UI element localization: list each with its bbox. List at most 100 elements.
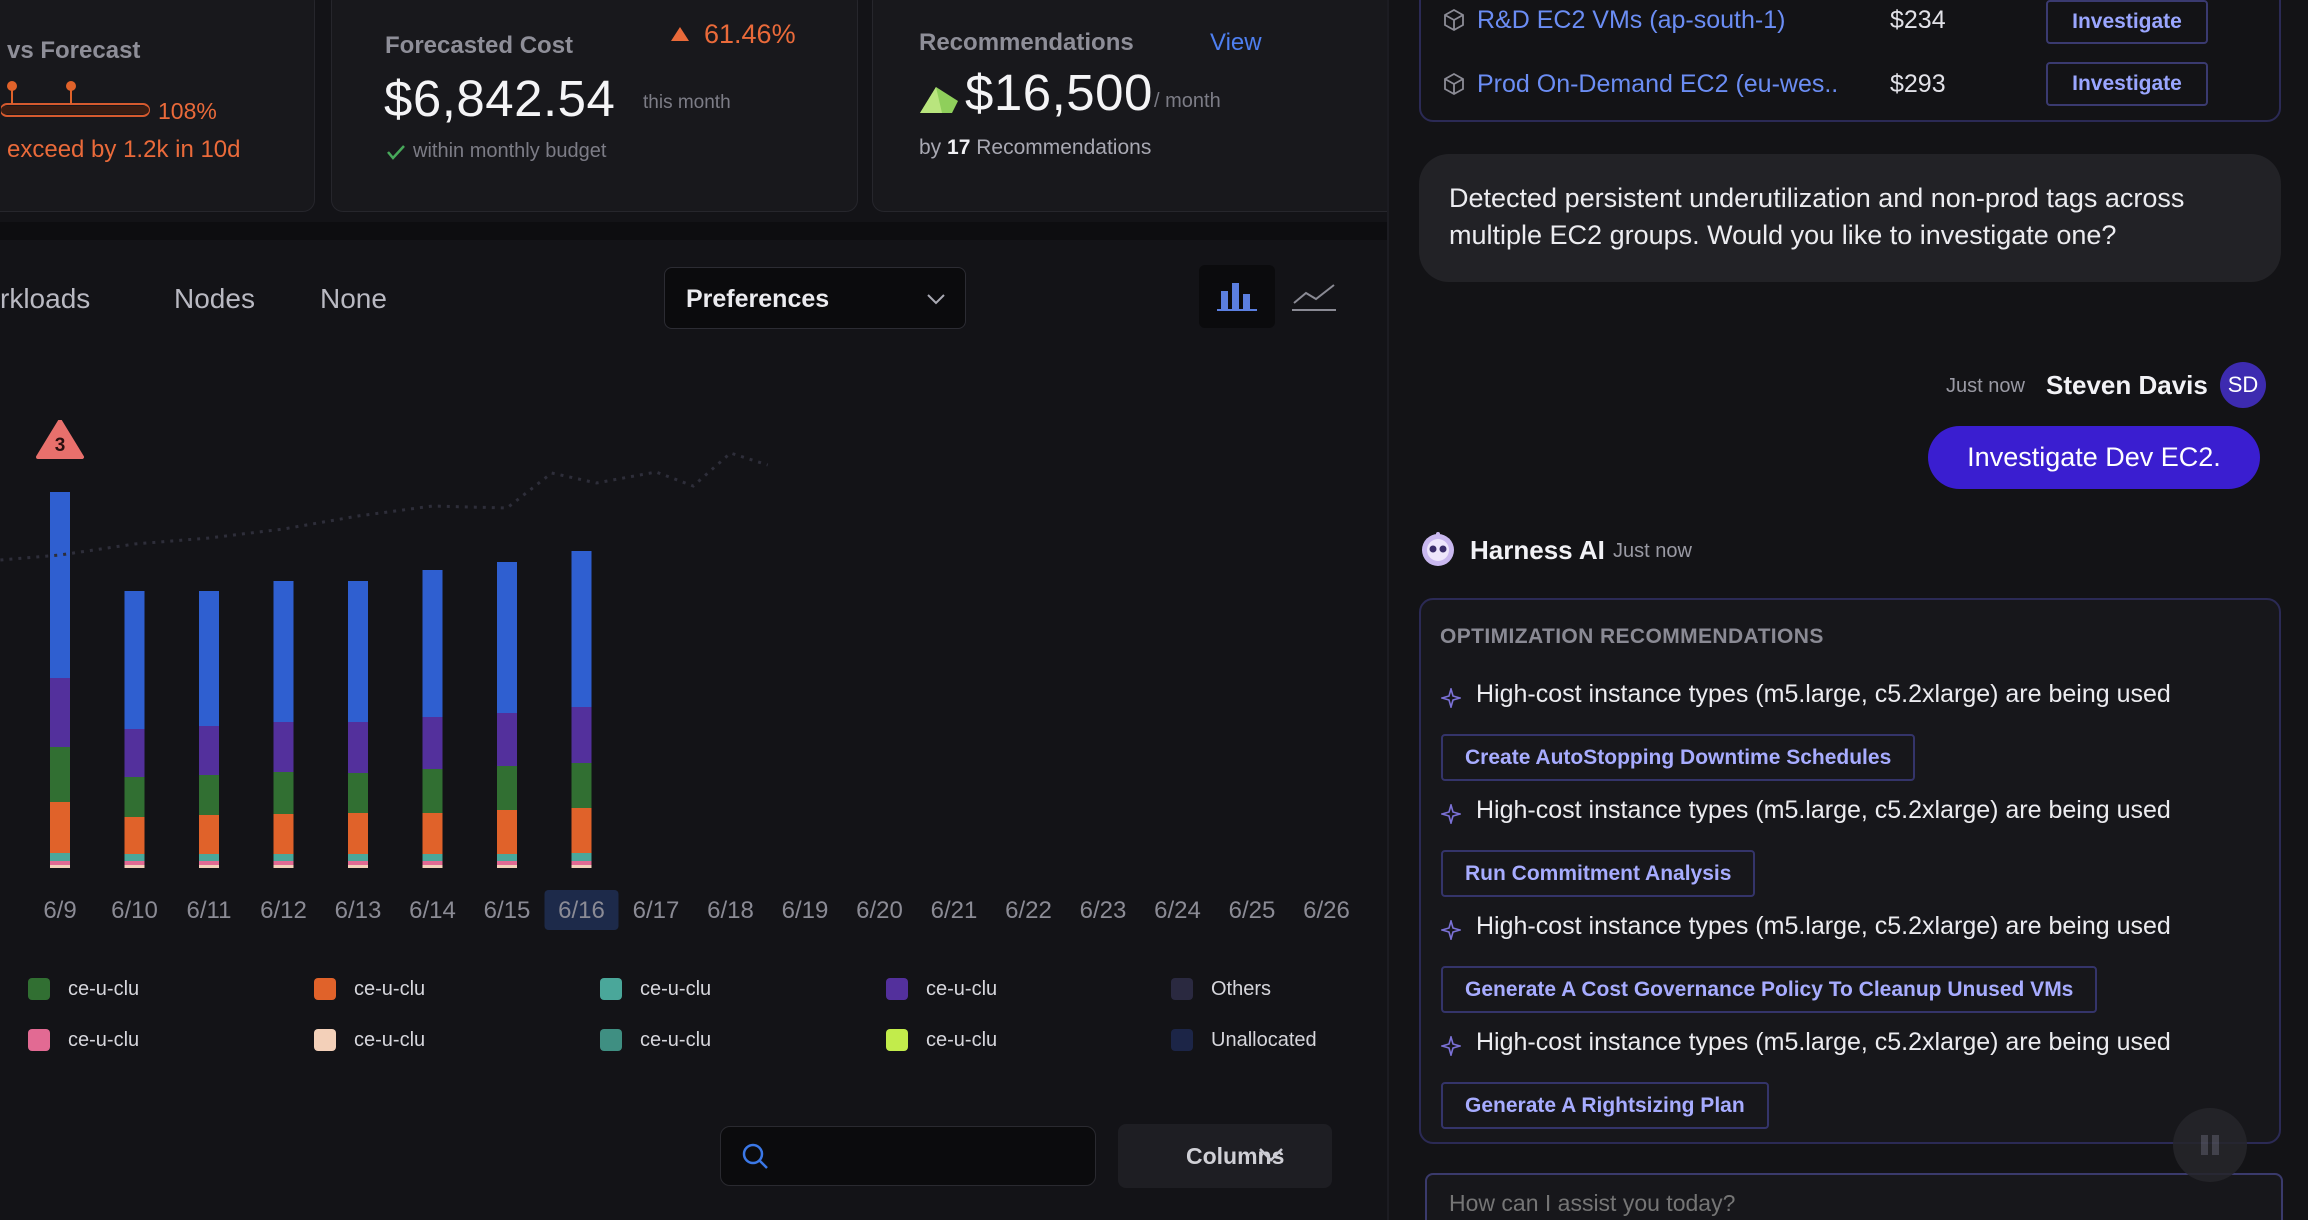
- bar-segment[interactable]: [50, 492, 70, 678]
- bar-segment[interactable]: [348, 722, 368, 773]
- bar-segment[interactable]: [422, 717, 443, 769]
- bar-segment[interactable]: [497, 854, 517, 861]
- recommendations-per: / month: [1154, 90, 1221, 112]
- bar-segment[interactable]: [124, 861, 145, 865]
- bar-segment[interactable]: [571, 861, 592, 865]
- bar-segment[interactable]: [348, 854, 368, 861]
- tab-nodes[interactable]: Nodes: [174, 283, 255, 314]
- x-axis-tick-label: 6/26: [1303, 897, 1350, 924]
- recommendations-label: Recommendations: [919, 29, 1134, 56]
- pause-button[interactable]: [2173, 1108, 2247, 1182]
- preferences-dropdown[interactable]: Preferences: [664, 267, 966, 329]
- bar-segment[interactable]: [50, 802, 70, 853]
- bar-segment[interactable]: [422, 570, 443, 717]
- bar-segment[interactable]: [124, 817, 145, 854]
- bar-segment[interactable]: [50, 747, 70, 802]
- bar-segment[interactable]: [422, 854, 443, 861]
- line-chart-toggle[interactable]: [1276, 265, 1352, 328]
- bar-segment[interactable]: [497, 810, 517, 854]
- recommendation-action-button[interactable]: Run Commitment Analysis: [1441, 850, 1756, 897]
- recommendation-action-button[interactable]: Generate A Rightsizing Plan: [1441, 1082, 1769, 1129]
- bar-segment[interactable]: [422, 769, 443, 813]
- pause-icon: [2201, 1135, 2208, 1155]
- bar-segment[interactable]: [273, 581, 294, 722]
- bar-segment[interactable]: [199, 865, 219, 868]
- bar-segment[interactable]: [348, 861, 368, 865]
- legend-label: ce-u-clu: [640, 978, 712, 1000]
- bar-segment[interactable]: [199, 726, 219, 775]
- pause-icon: [2212, 1135, 2219, 1155]
- recommendation-action-button[interactable]: Generate A Cost Governance Policy To Cle…: [1441, 966, 2098, 1013]
- bar-segment[interactable]: [199, 815, 219, 854]
- bar-segment[interactable]: [199, 591, 219, 726]
- bar-segment[interactable]: [273, 861, 294, 865]
- bar-segment[interactable]: [348, 773, 368, 813]
- investigate-button[interactable]: Investigate: [2046, 62, 2208, 106]
- bar-segment[interactable]: [422, 861, 443, 865]
- bar-segment[interactable]: [124, 729, 145, 777]
- cube-icon: [1444, 8, 1464, 32]
- bar-segment[interactable]: [199, 861, 219, 865]
- bar-segment[interactable]: [273, 865, 294, 868]
- bar-segment[interactable]: [497, 766, 517, 810]
- columns-button[interactable]: Columns: [1118, 1124, 1332, 1188]
- bar-segment[interactable]: [50, 861, 70, 865]
- tab-workloads[interactable]: rkloads: [0, 283, 91, 314]
- bar-segment[interactable]: [571, 763, 592, 808]
- bar-segment[interactable]: [348, 865, 368, 868]
- bar-segment[interactable]: [273, 854, 294, 861]
- ai-message-bubble: Detected persistent underutilization and…: [1419, 154, 2281, 282]
- bar-segment[interactable]: [571, 865, 592, 868]
- ec2-row-link[interactable]: Prod On-Demand EC2 (eu-wes..: [1477, 70, 1839, 98]
- tab-none[interactable]: None: [320, 283, 387, 314]
- bar-segment[interactable]: [571, 853, 592, 861]
- bar-chart-icon: [1217, 283, 1257, 311]
- recommendation-text: High-cost instance types (m5.large, c5.2…: [1476, 1028, 2171, 1056]
- bar-chart-toggle[interactable]: [1199, 265, 1275, 328]
- bar-segment[interactable]: [497, 861, 517, 865]
- bar-segment[interactable]: [422, 865, 443, 868]
- chat-input[interactable]: [1425, 1173, 2283, 1220]
- sparkle-icon: [1441, 1036, 1461, 1056]
- view-recommendations-link[interactable]: View: [1210, 29, 1262, 56]
- search-input[interactable]: [720, 1126, 1096, 1186]
- assistant-message-time: Just now: [1613, 540, 1692, 562]
- bar-segment[interactable]: [497, 865, 517, 868]
- bar-segment[interactable]: [50, 678, 70, 747]
- bar-segment[interactable]: [124, 591, 145, 729]
- search-field[interactable]: [781, 1137, 1081, 1175]
- forecasted-cost-label: Forecasted Cost: [385, 32, 574, 59]
- check-icon: [387, 145, 405, 160]
- investigate-button[interactable]: Investigate: [2046, 0, 2208, 44]
- ec2-row-link[interactable]: R&D EC2 VMs (ap-south-1): [1477, 6, 1786, 34]
- bar-segment[interactable]: [199, 775, 219, 815]
- bar-segment[interactable]: [50, 865, 70, 868]
- bar-segment[interactable]: [348, 813, 368, 854]
- bar-segment[interactable]: [199, 854, 219, 861]
- alert-marker-icon[interactable]: [36, 420, 84, 459]
- bar-segment[interactable]: [124, 777, 145, 817]
- recommendation-action-button[interactable]: Create AutoStopping Downtime Schedules: [1441, 734, 1916, 781]
- bar-segment[interactable]: [273, 814, 294, 854]
- legend-swatch: [886, 978, 908, 1000]
- bar-segment[interactable]: [422, 813, 443, 854]
- ec2-row-price: $293: [1890, 70, 1946, 98]
- legend-label: ce-u-clu: [354, 1029, 426, 1051]
- chevron-down-icon: [1259, 1148, 1283, 1162]
- bar-segment[interactable]: [124, 854, 145, 861]
- legend-swatch: [600, 1029, 622, 1051]
- bar-segment[interactable]: [124, 865, 145, 868]
- bar-segment[interactable]: [497, 713, 517, 766]
- x-axis-tick-label: 6/23: [1080, 897, 1127, 924]
- chat-input-field[interactable]: [1449, 1185, 2249, 1220]
- bar-segment[interactable]: [50, 853, 70, 861]
- bar-segment[interactable]: [571, 551, 592, 707]
- bar-segment[interactable]: [273, 772, 294, 814]
- bar-segment[interactable]: [273, 722, 294, 772]
- bar-segment[interactable]: [497, 562, 517, 713]
- bar-segment[interactable]: [571, 707, 592, 763]
- x-axis-tick-label: 6/21: [931, 897, 978, 924]
- bar-segment[interactable]: [348, 581, 368, 722]
- bar-segment[interactable]: [571, 808, 592, 853]
- legend-swatch: [28, 978, 50, 1000]
